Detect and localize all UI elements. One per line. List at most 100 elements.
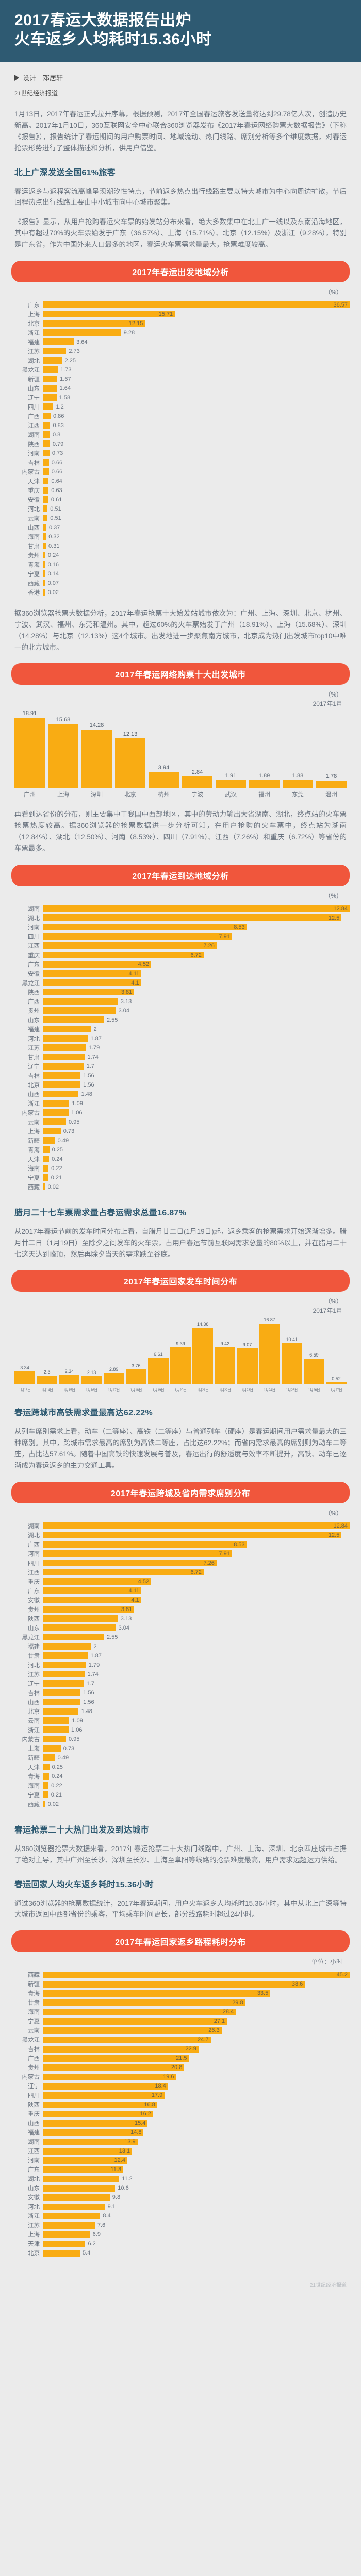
bar-track: 0.24 — [43, 1773, 350, 1780]
bar-row: 福建 14.8 — [11, 2128, 350, 2137]
bar-track: 4.11 — [43, 1587, 350, 1595]
bar-row: 天津 0.64 — [11, 477, 350, 485]
bar-category-label: 辽宁 — [28, 2083, 40, 2090]
bar-track: 0.02 — [43, 589, 350, 596]
bar-category-label: 辽宁 — [28, 1063, 40, 1070]
bar-category-label: 江苏 — [28, 1671, 40, 1678]
bar-category-label: 广西 — [28, 1541, 40, 1548]
bar-track: 12.4 — [43, 2157, 350, 2164]
bar-value-label: 1.87 — [90, 1035, 102, 1042]
bar — [43, 552, 45, 559]
bar: 11.8 — [43, 2166, 124, 2173]
bar-row: 辽宁 18.4 — [11, 2082, 350, 2090]
bar-row: 青海 0.25 — [11, 1146, 350, 1154]
bar-value-label: 9.42 — [220, 1341, 230, 1346]
bar-category-label: 海南 — [28, 1783, 40, 1789]
bar-row: 河北 9.1 — [11, 2202, 350, 2211]
bar-value-label: 2.55 — [106, 1016, 118, 1023]
bar: 16.8 — [43, 2101, 157, 2108]
bar-value-label: 5.4 — [82, 2250, 91, 2257]
chart-title: 2017年春运回家发车时间分布 — [11, 1270, 350, 1292]
bar-row: 甘肃 1.74 — [11, 1053, 350, 1061]
bar-row: 西藏 0.02 — [11, 1800, 350, 1808]
bar-category-label: 湖南 — [28, 1523, 40, 1530]
bar — [125, 1369, 146, 1385]
bar — [43, 1026, 91, 1033]
bar-column: 2.3 — [37, 1317, 58, 1385]
bar-category-label: 云南 — [28, 1718, 40, 1724]
bar-category-label: 香港 — [28, 589, 40, 596]
bar-value-label: 6.61 — [154, 1352, 163, 1358]
bar — [43, 1118, 66, 1126]
bar-row: 内蒙古 1.06 — [11, 1109, 350, 1117]
bar-row: 湖北 12.5 — [11, 1531, 350, 1539]
bar-category-label: 山东 — [28, 1017, 40, 1024]
bar-row: 重庆 0.63 — [11, 486, 350, 495]
bar-value-label: 3.81 — [121, 1606, 133, 1613]
bar — [43, 1091, 79, 1098]
chart-unit: （%） — [324, 1298, 342, 1306]
bar-value-label: 1.91 — [225, 773, 237, 779]
bar-value-label: 29.8 — [232, 1999, 243, 2006]
bar-category-label: 河南 — [28, 924, 40, 931]
bar — [43, 515, 48, 522]
bar-track: 0.31 — [43, 543, 350, 550]
bar — [43, 543, 46, 550]
bar: 26.3 — [43, 2027, 222, 2034]
bar-track: 0.49 — [43, 1137, 350, 1144]
bar-column: 2.89 — [103, 1317, 124, 1385]
bar-value-label: 0.63 — [51, 487, 62, 494]
bar-value-label: 12.5 — [328, 914, 340, 921]
bar-track: 36.57 — [43, 301, 350, 309]
chart-meta: （%） — [11, 891, 350, 901]
bar-row: 黑龙江 2.55 — [11, 1633, 350, 1641]
bar-category-label: 1月19日 — [152, 1388, 165, 1393]
bar-row: 湖南 13.9 — [11, 2138, 350, 2146]
bar-row: 河南 12.4 — [11, 2156, 350, 2164]
bar-category-label: 北京 — [28, 2250, 40, 2257]
bar-value-label: 1.48 — [81, 1091, 92, 1097]
bar-value-label: 2 — [93, 1643, 97, 1650]
chart-meta: （%） — [11, 1509, 350, 1518]
bar-value-label: 0.37 — [49, 524, 60, 531]
bar-category-label: 贵州 — [28, 1606, 40, 1613]
bar — [147, 1358, 169, 1385]
bar-track: 12.84 — [43, 905, 350, 912]
bar-category-label: 陕西 — [28, 1616, 40, 1622]
bar-value-label: 16.87 — [264, 1317, 275, 1323]
bar — [43, 2184, 116, 2192]
bar: 13.1 — [43, 2147, 133, 2155]
bar-category-label: 黑龙江 — [22, 980, 40, 987]
bar-value-label: 4.1 — [131, 1597, 139, 1603]
chart-meta: （%） 2017年1月 — [11, 1297, 350, 1315]
bar-value-label: 28.4 — [222, 2009, 234, 2015]
bar-track: 6.2 — [43, 2240, 350, 2247]
bar-value-label: 13.1 — [119, 2148, 130, 2155]
bar-value-label: 1.79 — [88, 1044, 100, 1051]
bar — [316, 781, 347, 788]
bar — [43, 394, 57, 401]
bar-category-label: 陕西 — [28, 441, 40, 448]
bar-value-label: 1.09 — [72, 1717, 83, 1724]
bar — [43, 2194, 110, 2201]
bar — [259, 1324, 280, 1385]
bar-track: 8.53 — [43, 924, 350, 931]
bar-track: 0.02 — [43, 1801, 350, 1808]
chart-unit: （%） — [324, 691, 342, 699]
bar-row: 河南 0.73 — [11, 449, 350, 457]
bar-value-label: 11.8 — [110, 2166, 122, 2173]
bar-category-label: 新疆 — [28, 376, 40, 383]
bar: 12.84 — [43, 905, 350, 912]
intro-paragraph: 1月13日，2017年春运正式拉开序幕，根据预测，2017年全国春运旅客发送量将… — [14, 110, 347, 152]
bar-track: 0.8 — [43, 431, 350, 438]
bar-category-label: 内蒙古 — [22, 2074, 40, 2081]
bar-track: 26.3 — [43, 2027, 350, 2034]
bar — [325, 1382, 347, 1385]
bar-track: 0.07 — [43, 580, 350, 587]
bar-value-label: 21.5 — [176, 2055, 187, 2062]
bar-value-label: 0.22 — [51, 1165, 62, 1172]
bar-category-label: 辽宁 — [28, 1681, 40, 1687]
bar-row: 陕西 3.81 — [11, 988, 350, 996]
bar — [249, 780, 280, 788]
bar-column: 15.68 — [48, 710, 78, 788]
